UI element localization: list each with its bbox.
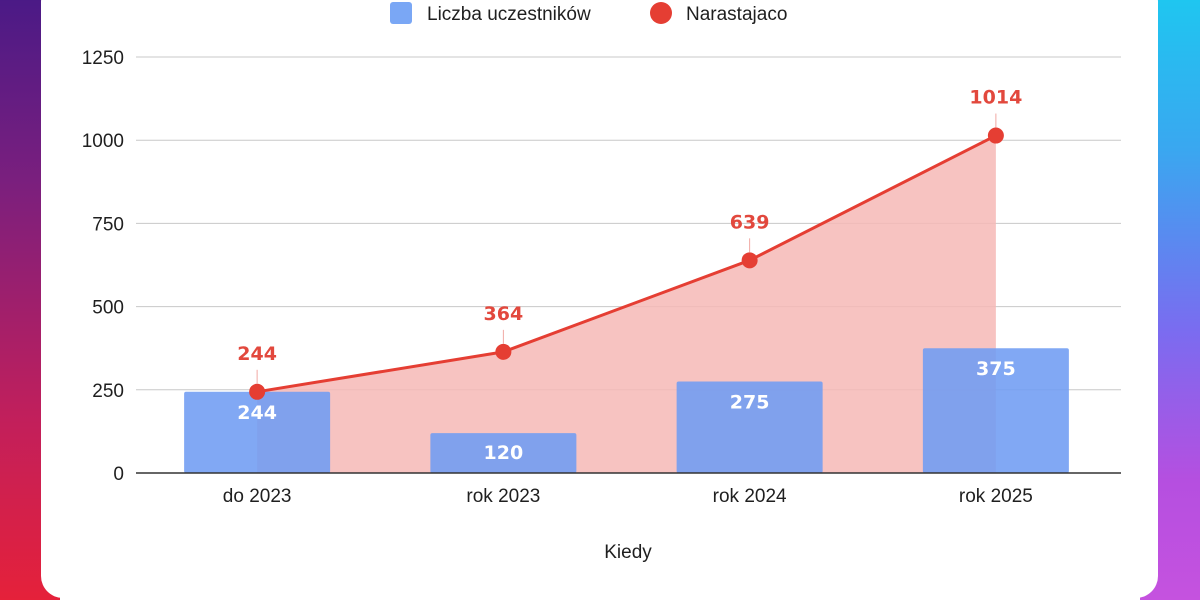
x-tick-label: rok 2024 [713, 486, 787, 507]
line-data-label: 244 [237, 343, 277, 365]
x-tick-label: rok 2023 [466, 486, 540, 507]
line-data-label: 1014 [969, 87, 1022, 109]
x-axis-ticks: do 2023 rok 2023 rok 2024 rok 2025 [223, 486, 1033, 507]
series-line [256, 134, 997, 394]
line-point [495, 343, 512, 360]
legend-label-line: Narastajaco [686, 4, 787, 25]
legend-swatch-line [650, 2, 672, 24]
y-tick-label: 0 [113, 464, 124, 485]
y-tick-label: 750 [92, 214, 124, 235]
y-tick-label: 1000 [82, 131, 124, 152]
y-tick-label: 500 [92, 298, 124, 319]
legend-swatch-bars [390, 2, 412, 24]
line-data-label: 639 [730, 211, 770, 233]
data-labels: 244 120 275 375 244 364 639 1014 [237, 87, 1022, 465]
y-tick-label: 1250 [82, 48, 124, 69]
line-point [741, 252, 758, 269]
bar-data-label: 275 [730, 391, 770, 413]
x-tick-label: rok 2025 [959, 486, 1033, 507]
bar [184, 391, 331, 473]
bar-data-label: 244 [237, 402, 277, 424]
bar [430, 433, 577, 473]
y-tick-label: 250 [92, 381, 124, 402]
line-data-label: 364 [484, 303, 524, 325]
line-point [249, 383, 266, 400]
legend: Liczba uczestników Narastajaco [390, 2, 787, 25]
cumulative-area [257, 135, 996, 473]
cumulative-line [256, 134, 997, 394]
x-axis-title: Kiedy [604, 542, 652, 563]
bar-data-label: 375 [976, 358, 1016, 380]
area-fill [257, 135, 996, 473]
bar [676, 381, 823, 473]
line-point [987, 127, 1004, 144]
x-tick-label: do 2023 [223, 486, 292, 507]
legend-label-bars: Liczba uczestników [427, 4, 591, 25]
bar-data-label: 120 [484, 442, 524, 464]
cumulative-points [249, 127, 1004, 400]
bar [922, 348, 1069, 473]
bars [184, 348, 1069, 473]
y-axis-ticks: 0 250 500 750 1000 1250 [82, 48, 124, 485]
